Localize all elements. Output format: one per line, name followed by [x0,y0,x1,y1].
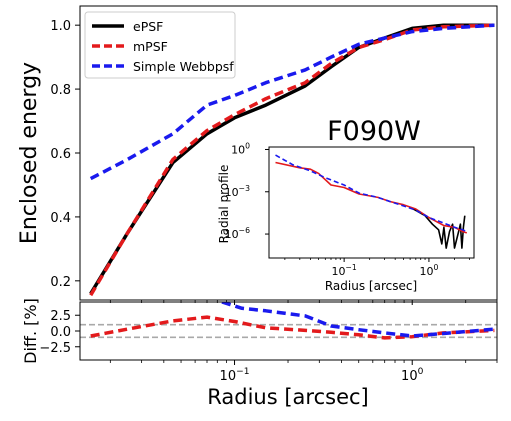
difference-panel: 2.50.0−2.5 10−1 100 Diff. [%] Radius [arc… [21,298,498,409]
x-axis-label: Radius [arcsec] [207,385,368,409]
main-y-tick-label: 1.0 [50,19,71,34]
main-y-tick-label: 0.6 [50,147,71,162]
difference-series-mpsf [90,315,495,340]
difference-y-axis-label: Diff. [%] [21,298,40,364]
inset-x-tick-label: 10−1 [331,263,356,278]
inset-y-tick-label: 10−6 [225,226,250,241]
main-series-mpsf [89,23,495,297]
x-tick-label: 100 [401,367,424,384]
inset-series-epsf [409,206,466,249]
inset-y-axis-label: Radial profile [217,165,231,244]
difference-y-tick-label: 2.5 [50,309,71,324]
inset-y-tick-label: 10−3 [225,184,250,199]
x-tick-label: 10−1 [220,367,250,384]
main-y-axis-label: Enclosed energy [17,62,42,244]
legend-box [84,11,236,79]
inset-x-tick-label: 100 [419,263,438,278]
main-y-tick-label: 0.2 [50,275,71,290]
inset-panel: 10−1 100 100 10−3 10−6 Radius [arcsec] Radi… [217,142,475,293]
legend-label-simple-webbpsf: Simple Webbpsf [133,59,234,74]
difference-y-tick-label: −2.5 [39,341,71,356]
inset-series-mpsf [275,161,468,234]
main-y-tick-label: 0.8 [50,83,71,98]
filter-annotation: F090W [327,116,421,147]
inset-y-tick-label: 100 [231,142,250,157]
difference-y-tick-label: 0.0 [50,325,71,340]
legend-label-epsf: ePSF [133,19,163,34]
inset-x-axis-label: Radius [arcsec] [325,279,417,293]
inset-background [269,147,474,258]
main-series-simple-webbpsf [89,23,495,181]
inset-series-simple-webbpsf [275,154,468,233]
inset-plot-frame [268,146,475,259]
legend: ePSF mPSF Simple Webbpsf [84,11,236,79]
main-panel: 0.2 0.4 0.6 0.8 1.0 Enclosed energy F090W eP… [17,5,498,305]
difference-series-simple-webbpsf [221,302,495,338]
main-y-tick-label: 0.4 [50,211,71,226]
legend-label-mpsf: mPSF [133,39,168,54]
